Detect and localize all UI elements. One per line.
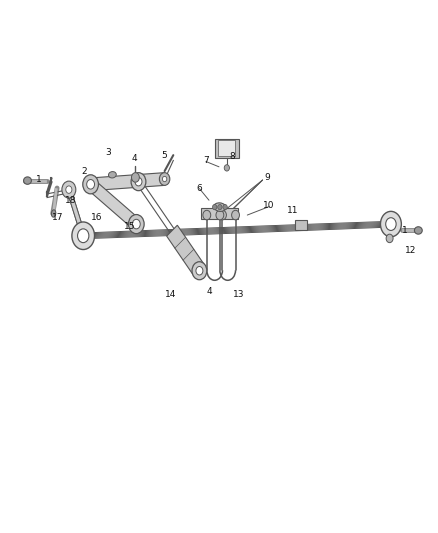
Text: 12: 12 bbox=[405, 246, 416, 255]
Circle shape bbox=[192, 262, 207, 280]
Ellipse shape bbox=[109, 172, 116, 178]
Text: 11: 11 bbox=[287, 206, 299, 215]
Circle shape bbox=[386, 234, 393, 243]
Text: 6: 6 bbox=[197, 183, 202, 192]
Ellipse shape bbox=[51, 210, 56, 217]
Circle shape bbox=[66, 186, 72, 193]
Circle shape bbox=[212, 205, 217, 210]
Text: 2: 2 bbox=[81, 166, 87, 175]
Circle shape bbox=[162, 176, 167, 182]
Ellipse shape bbox=[214, 203, 226, 212]
Circle shape bbox=[224, 165, 230, 171]
Circle shape bbox=[203, 211, 211, 220]
FancyBboxPatch shape bbox=[201, 208, 238, 219]
Text: 7: 7 bbox=[203, 156, 209, 165]
Text: 15: 15 bbox=[124, 222, 135, 231]
Circle shape bbox=[87, 180, 95, 189]
Text: 9: 9 bbox=[264, 173, 270, 182]
Ellipse shape bbox=[24, 177, 32, 184]
Circle shape bbox=[386, 217, 396, 230]
Ellipse shape bbox=[414, 227, 422, 234]
Circle shape bbox=[159, 173, 170, 185]
Polygon shape bbox=[66, 187, 85, 235]
Circle shape bbox=[196, 266, 203, 275]
Text: 5: 5 bbox=[162, 151, 167, 160]
FancyBboxPatch shape bbox=[295, 220, 307, 230]
Circle shape bbox=[131, 173, 139, 182]
Text: 1: 1 bbox=[403, 226, 408, 235]
Circle shape bbox=[232, 211, 240, 220]
Polygon shape bbox=[67, 191, 86, 239]
Polygon shape bbox=[90, 173, 165, 191]
Text: 13: 13 bbox=[233, 289, 244, 298]
Text: 16: 16 bbox=[92, 213, 103, 222]
Polygon shape bbox=[166, 225, 205, 276]
Circle shape bbox=[218, 205, 222, 210]
Text: 3: 3 bbox=[105, 148, 111, 157]
Text: 4: 4 bbox=[207, 287, 212, 296]
Text: 10: 10 bbox=[263, 201, 275, 210]
Circle shape bbox=[83, 175, 99, 194]
Circle shape bbox=[219, 211, 226, 220]
Circle shape bbox=[216, 211, 224, 220]
Polygon shape bbox=[215, 139, 239, 158]
FancyBboxPatch shape bbox=[219, 140, 235, 156]
Circle shape bbox=[72, 222, 95, 249]
Circle shape bbox=[131, 173, 146, 191]
Circle shape bbox=[223, 205, 227, 210]
Circle shape bbox=[135, 177, 142, 186]
Circle shape bbox=[128, 215, 144, 233]
Text: 1: 1 bbox=[35, 174, 41, 183]
Text: 17: 17 bbox=[52, 213, 64, 222]
Circle shape bbox=[78, 229, 89, 243]
Circle shape bbox=[62, 181, 76, 198]
Circle shape bbox=[132, 219, 140, 229]
Text: 14: 14 bbox=[166, 289, 177, 298]
Circle shape bbox=[381, 212, 401, 237]
Text: 4: 4 bbox=[131, 155, 137, 164]
Text: 18: 18 bbox=[65, 196, 77, 205]
Text: 8: 8 bbox=[229, 152, 235, 161]
Polygon shape bbox=[88, 179, 139, 229]
